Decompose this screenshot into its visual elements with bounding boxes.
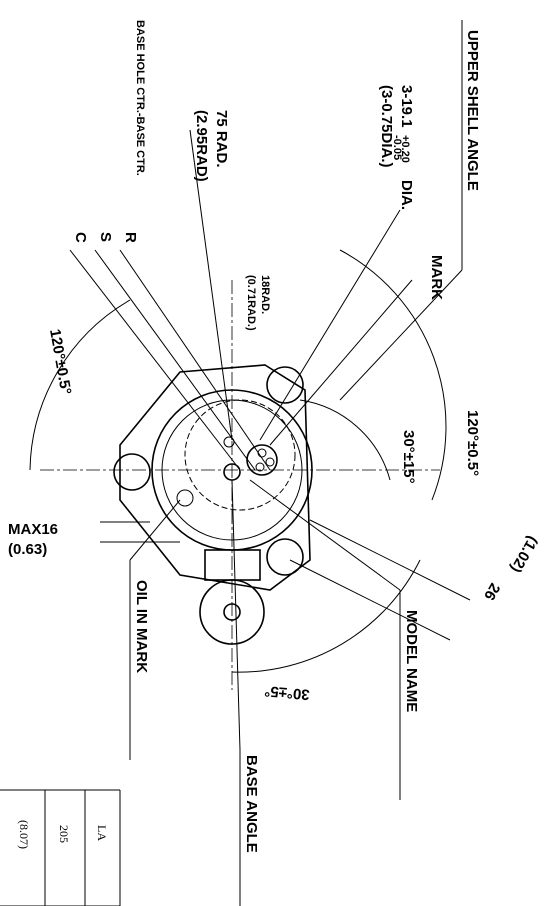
tol-minus: -0.05 [391, 135, 403, 160]
angle-mark: 30°±15° [400, 430, 417, 484]
dia: DIA. [398, 180, 415, 210]
rad-in: (2.95RAD) [193, 110, 210, 182]
tol-plus: +0.20 [399, 135, 411, 163]
dim26: 26 [480, 580, 503, 603]
s: S [97, 232, 114, 242]
hole-dia-in: (3-0.75DIA.) [378, 85, 395, 168]
angle-right: 120°±0.5° [464, 410, 481, 476]
upper-shell-angle: UPPER SHELL ANGLE [464, 30, 481, 191]
c: C [72, 232, 89, 243]
small-rad-in: (0.71RAD.) [245, 275, 257, 331]
r: R [122, 232, 139, 243]
geometry [0, 20, 471, 906]
small-rad: 18RAD. [259, 275, 271, 314]
table-cell: 205 [57, 825, 71, 843]
max16-in: (0.63) [8, 541, 47, 558]
dim26-in: (1.02) [507, 533, 541, 575]
table-cell: (8.07) [17, 820, 31, 849]
hole-dia: 3-19.1 [398, 85, 415, 128]
rad: 75 RAD. [213, 110, 230, 168]
table-cell: LA [95, 825, 109, 841]
angle-base: 30°±5° [264, 682, 311, 703]
max16: MAX16 [8, 521, 58, 538]
base-hole: BASE HOLE CTR.-BASE CTR. [134, 20, 146, 176]
mark: MARK [428, 255, 445, 300]
base-angle: BASE ANGLE [243, 755, 260, 853]
model-name: MODEL NAME [403, 610, 420, 712]
oil-in-mark: OIL IN MARK [133, 580, 150, 673]
